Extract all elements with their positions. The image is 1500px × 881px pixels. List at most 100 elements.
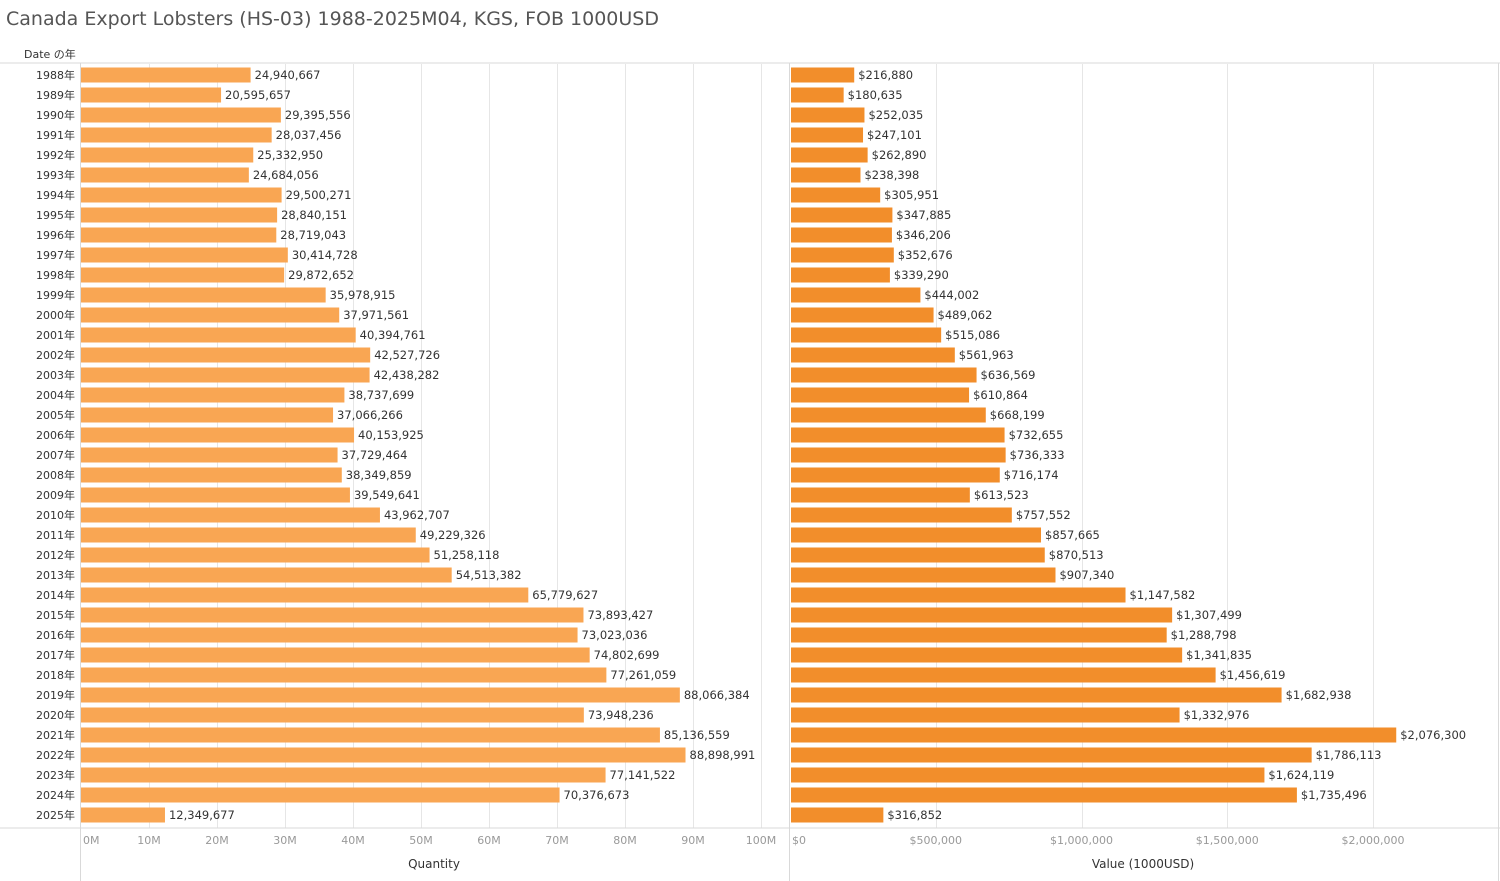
value-bar[interactable] — [791, 307, 934, 323]
value-bar[interactable] — [791, 627, 1167, 643]
value-bar[interactable] — [791, 267, 890, 283]
year-label: 2002年 — [36, 348, 75, 362]
value-axis-title: Value (1000USD) — [1092, 857, 1194, 871]
quantity-bar[interactable] — [81, 107, 281, 123]
value-bar[interactable] — [791, 227, 892, 243]
value-bar[interactable] — [791, 427, 1005, 443]
quantity-bar[interactable] — [81, 767, 606, 783]
value-data-label: $907,340 — [1059, 568, 1114, 582]
value-bar[interactable] — [791, 487, 970, 503]
quantity-bar[interactable] — [81, 147, 254, 163]
value-bar[interactable] — [791, 387, 970, 403]
value-bar[interactable] — [791, 507, 1012, 523]
value-bar[interactable] — [791, 587, 1126, 603]
quantity-bar[interactable] — [81, 587, 529, 603]
quantity-bar[interactable] — [81, 387, 345, 403]
quantity-data-label: 29,395,556 — [285, 108, 351, 122]
value-bar[interactable] — [791, 107, 865, 123]
quantity-bar[interactable] — [81, 567, 452, 583]
value-bar[interactable] — [791, 767, 1265, 783]
value-bar[interactable] — [791, 367, 977, 383]
year-label: 2001年 — [36, 328, 75, 342]
value-bar[interactable] — [791, 467, 1000, 483]
quantity-bar[interactable] — [81, 607, 584, 623]
quantity-bar[interactable] — [81, 127, 272, 143]
quantity-data-label: 24,940,667 — [255, 68, 321, 82]
value-bar[interactable] — [791, 347, 955, 363]
value-bar[interactable] — [791, 787, 1297, 803]
quantity-bar[interactable] — [81, 247, 288, 263]
value-data-label: $1,147,582 — [1130, 588, 1196, 602]
value-bar[interactable] — [791, 747, 1312, 763]
value-bar[interactable] — [791, 647, 1183, 663]
quantity-bar[interactable] — [81, 527, 416, 543]
row-labels: 1988年 1989年 1990年 1991年 1992年 1993年 1994年 1995年… — [36, 68, 75, 822]
value-bar[interactable] — [791, 667, 1216, 683]
value-data-label: $1,456,619 — [1220, 668, 1286, 682]
quantity-bar[interactable] — [81, 467, 342, 483]
value-data-label: $1,682,938 — [1286, 688, 1352, 702]
value-bar[interactable] — [791, 567, 1056, 583]
quantity-bar[interactable] — [81, 167, 249, 183]
value-bar[interactable] — [791, 127, 864, 143]
quantity-bar[interactable] — [81, 547, 430, 563]
value-bar[interactable] — [791, 807, 884, 823]
value-bar[interactable] — [791, 607, 1173, 623]
value-bar[interactable] — [791, 67, 855, 83]
value-data-label: $613,523 — [974, 488, 1029, 502]
value-bar[interactable] — [791, 447, 1006, 463]
quantity-bar[interactable] — [81, 227, 277, 243]
value-bar[interactable] — [791, 687, 1282, 703]
quantity-bar[interactable] — [81, 447, 338, 463]
quantity-bar[interactable] — [81, 267, 285, 283]
quantity-bar[interactable] — [81, 667, 607, 683]
value-bar[interactable] — [791, 247, 894, 263]
quantity-bar[interactable] — [81, 367, 370, 383]
quantity-bar[interactable] — [81, 687, 680, 703]
quantity-data-label: 38,349,859 — [346, 468, 412, 482]
quantity-bar[interactable] — [81, 67, 251, 83]
year-label: 2005年 — [36, 408, 75, 422]
value-bar[interactable] — [791, 87, 844, 103]
quantity-bars: 24,940,667 20,595,657 29,395,556 28,037,456… — [81, 67, 755, 823]
quantity-data-label: 28,037,456 — [276, 128, 342, 142]
value-bar[interactable] — [791, 407, 986, 423]
value-bar[interactable] — [791, 547, 1045, 563]
quantity-bar[interactable] — [81, 707, 584, 723]
value-bar[interactable] — [791, 327, 942, 343]
value-bar[interactable] — [791, 167, 861, 183]
quantity-bar[interactable] — [81, 807, 165, 823]
quantity-bar[interactable] — [81, 507, 380, 523]
value-bar[interactable] — [791, 147, 868, 163]
quantity-bar[interactable] — [81, 207, 278, 223]
value-bar[interactable] — [791, 707, 1180, 723]
value-bar[interactable] — [791, 527, 1042, 543]
quantity-bar[interactable] — [81, 427, 355, 443]
quantity-bar[interactable] — [81, 407, 334, 423]
value-bar[interactable] — [791, 207, 893, 223]
quantity-bar[interactable] — [81, 787, 560, 803]
quantity-bar[interactable] — [81, 187, 282, 203]
value-bar[interactable] — [791, 727, 1397, 743]
quantity-bar[interactable] — [81, 327, 356, 343]
year-label: 2023年 — [36, 768, 75, 782]
year-label: 2022年 — [36, 748, 75, 762]
quantity-bar[interactable] — [81, 627, 578, 643]
quantity-bar[interactable] — [81, 647, 590, 663]
year-label: 2013年 — [36, 568, 75, 582]
value-bar[interactable] — [791, 187, 881, 203]
quantity-bar[interactable] — [81, 747, 686, 763]
value-data-label: $668,199 — [990, 408, 1045, 422]
quantity-bar[interactable] — [81, 307, 340, 323]
quantity-data-label: 40,394,761 — [360, 328, 426, 342]
quantity-bar[interactable] — [81, 87, 222, 103]
year-label: 1988年 — [36, 68, 75, 82]
quantity-bar[interactable] — [81, 287, 326, 303]
quantity-bar[interactable] — [81, 727, 660, 743]
value-bar[interactable] — [791, 287, 921, 303]
quantity-bar[interactable] — [81, 487, 350, 503]
quantity-axis-tick-label: 40M — [341, 834, 365, 847]
quantity-bar[interactable] — [81, 347, 371, 363]
value-axis-tick-label: $1,500,000 — [1196, 834, 1259, 847]
year-label: 1996年 — [36, 228, 75, 242]
